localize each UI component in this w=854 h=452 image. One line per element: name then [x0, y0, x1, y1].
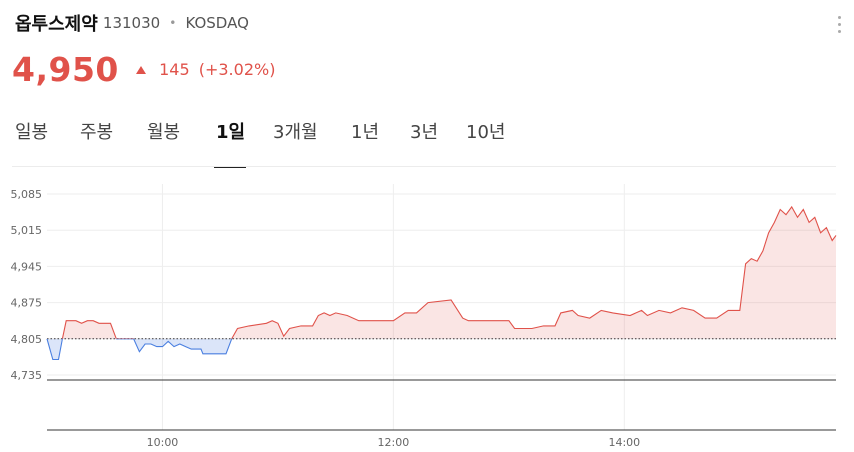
price-area-below — [47, 338, 836, 360]
tab-10years[interactable]: 10년 — [466, 122, 506, 143]
separator-dot: • — [169, 16, 177, 30]
current-price: 4,950 — [12, 50, 119, 89]
y-tick-label: 4,875 — [11, 297, 43, 310]
y-tick-label: 4,805 — [11, 333, 43, 346]
tab-3years[interactable]: 3년 — [410, 122, 439, 143]
active-tab-underline — [214, 166, 246, 168]
vertical-ellipsis-icon[interactable] — [829, 16, 849, 42]
price-change-percent: (+3.02%) — [198, 60, 276, 79]
y-tick-label: 5,015 — [11, 224, 43, 237]
price-line-below — [46, 338, 233, 361]
x-tick-label: 12:00 — [378, 436, 410, 449]
price-change: 145 — [159, 60, 190, 79]
tabs-divider — [12, 166, 836, 167]
period-tabs: 일봉 주봉 월봉 1일 3개월 1년 3년 10년 — [0, 112, 854, 170]
price-line-above — [47, 205, 837, 339]
y-tick-label: 4,735 — [11, 369, 43, 382]
tab-monthly[interactable]: 월봉 — [147, 122, 181, 143]
x-tick-label: 14:00 — [608, 436, 640, 449]
tab-weekly[interactable]: 주봉 — [80, 122, 114, 143]
stock-name: 옵투스제약 — [15, 14, 98, 35]
stock-code: 131030 — [102, 14, 161, 32]
stock-market: KOSDAQ — [185, 14, 249, 32]
stock-header: 옵투스제약 131030 • KOSDAQ — [15, 10, 841, 44]
x-tick-label: 10:00 — [147, 436, 179, 449]
up-triangle-icon — [135, 65, 146, 74]
y-tick-label: 4,945 — [11, 260, 43, 273]
tab-3months[interactable]: 3개월 — [273, 122, 318, 143]
y-tick-label: 5,085 — [11, 188, 43, 201]
price-row: 4,950 145 (+3.02%) — [12, 50, 275, 94]
tab-1year[interactable]: 1년 — [351, 122, 380, 143]
tab-1day[interactable]: 1일 — [216, 122, 246, 143]
tab-daily[interactable]: 일봉 — [15, 122, 49, 143]
price-area-above — [62, 206, 836, 339]
